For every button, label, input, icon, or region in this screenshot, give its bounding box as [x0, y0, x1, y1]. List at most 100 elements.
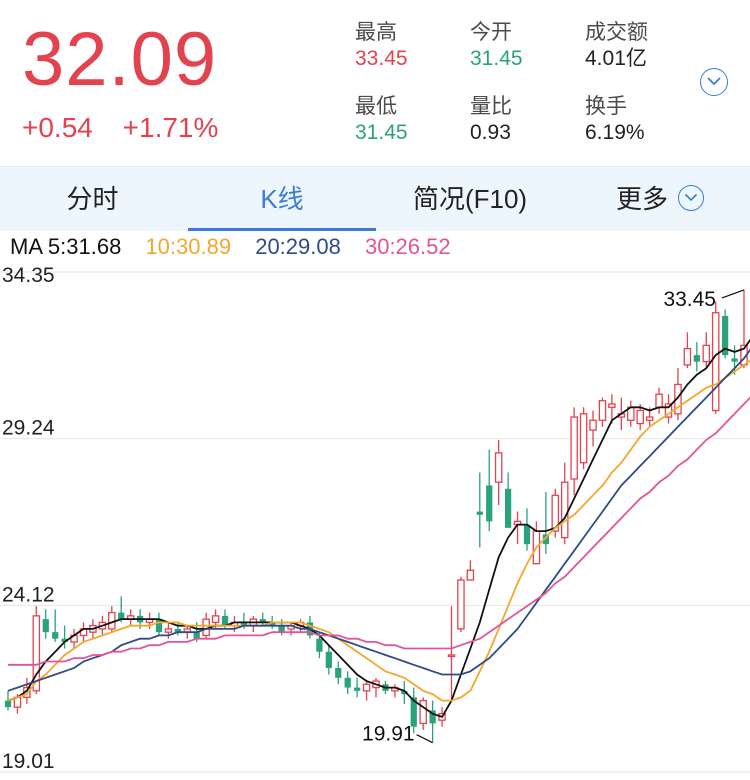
candle-body-down	[61, 638, 68, 642]
candle-body-down	[486, 485, 493, 522]
candle-body-up	[419, 699, 427, 725]
candle-body-up	[570, 416, 578, 480]
candle-body-up	[211, 615, 220, 624]
stat-high: 最高 33.45	[355, 20, 408, 72]
ma-line-ma20	[7, 348, 750, 692]
candle-body-up	[636, 409, 644, 425]
tab-intraday[interactable]: 分时	[40, 167, 145, 231]
ma5-label: MA 5:31.68	[10, 234, 122, 259]
ma30-label: 30:26.52	[364, 234, 451, 259]
candle-body-up	[589, 419, 597, 431]
y-tick-label: 29.24	[2, 417, 55, 440]
candle-body-down	[278, 625, 285, 633]
candle-body-down	[221, 615, 229, 626]
ma-line-ma10	[7, 359, 750, 702]
candle-body-down	[42, 619, 49, 633]
candle-body-up	[164, 628, 173, 633]
candle-body-up	[664, 403, 673, 418]
tab-label: 简况(F10)	[412, 184, 528, 214]
candle-body-down	[259, 619, 266, 623]
candle-body-down	[269, 622, 276, 626]
candle-body-up	[608, 403, 616, 408]
candle-body-down	[401, 690, 408, 695]
candle-body-down	[731, 358, 738, 362]
candle-body-down	[325, 651, 332, 669]
candle-body-down	[476, 511, 483, 515]
candle-body-down	[52, 632, 59, 639]
candle-body-up	[683, 347, 692, 366]
candle-body-up	[362, 683, 371, 692]
stat-value: 33.45	[355, 47, 408, 70]
candle-body-down	[354, 687, 361, 691]
y-tick-label: 19.01	[2, 750, 55, 773]
candle-body-down	[193, 632, 200, 639]
candle-body-up	[447, 654, 456, 658]
candle-body-down	[316, 638, 323, 652]
candle-body-up	[702, 344, 711, 363]
candle-body-down	[174, 628, 181, 633]
tab-bar: 分时 K线 简况(F10) 更多	[0, 166, 750, 231]
candle-body-up	[579, 413, 588, 464]
ma-legend: MA 5:31.68 10:30.89 20:29.08 30:26.52	[10, 232, 469, 262]
tab-kline[interactable]: K线	[188, 167, 376, 231]
stat-value: 0.93	[470, 121, 511, 144]
tab-more[interactable]: 更多	[590, 167, 730, 231]
stat-label: 最低	[355, 95, 397, 118]
stat-label: 今开	[470, 21, 512, 44]
candle-body-down	[118, 612, 125, 620]
stat-turnover-rate: 换手 6.19%	[585, 94, 645, 146]
tab-f10[interactable]: 简况(F10)	[400, 167, 540, 231]
candle-body-up	[598, 400, 607, 421]
candle-body-up	[655, 393, 663, 408]
low-annotation: 19.91	[362, 723, 415, 746]
stat-volume-ratio: 量比 0.93	[470, 94, 512, 146]
candle-body-down	[542, 534, 549, 545]
candle-body-up	[645, 416, 654, 421]
stat-value: 4.01亿	[585, 47, 647, 70]
candle-body-up	[32, 615, 41, 692]
candle-body-down	[410, 697, 417, 727]
candle-body-down	[504, 488, 512, 528]
current-price: 32.09	[22, 17, 218, 102]
change-amount: +0.54	[22, 112, 93, 143]
y-tick-label: 34.35	[2, 264, 55, 287]
chevron-down-circle-icon[interactable]	[700, 68, 728, 96]
stat-low: 最低 31.45	[355, 94, 408, 146]
stat-value: 31.45	[470, 47, 523, 70]
stat-turnover-amount: 成交额 4.01亿	[585, 20, 648, 72]
price-change: +0.54 +1.71%	[22, 112, 240, 144]
stat-label: 量比	[470, 95, 512, 118]
active-tab-indicator	[188, 228, 376, 231]
ma-line-ma30	[8, 396, 750, 666]
candle-body-up	[457, 579, 465, 630]
candle-body-up	[551, 494, 560, 532]
tab-label: K线	[260, 184, 304, 214]
stat-value: 31.45	[355, 121, 408, 144]
high-annotation: 33.45	[663, 288, 716, 311]
tab-label: 更多	[615, 184, 668, 214]
quote-header: 32.09 +0.54 +1.71% 最高 33.45 今开 31.45 成交额…	[0, 0, 750, 165]
kline-chart[interactable]: 34.35 29.24 24.12 19.01 33.45 19.91	[0, 262, 750, 780]
stat-label: 成交额	[585, 21, 648, 44]
candle-body-down	[523, 524, 531, 545]
candle-body-down	[693, 355, 700, 362]
stat-label: 最高	[355, 21, 397, 44]
candle-body-up	[494, 452, 503, 483]
candle-body-up	[711, 312, 720, 412]
candle-body-down	[335, 668, 342, 678]
candle-body-down	[429, 710, 436, 724]
chevron-down-circle-icon	[678, 185, 704, 212]
candle-body-down	[155, 619, 163, 633]
candle-body-up	[560, 481, 569, 539]
candle-body-down	[4, 700, 12, 708]
ma-line-ma5	[7, 338, 750, 718]
candle-body-down	[240, 622, 248, 626]
y-tick-label: 24.12	[2, 583, 55, 606]
candle-body-down	[722, 316, 729, 356]
candle-body-down	[344, 677, 351, 688]
ma10-label: 10:30.89	[145, 234, 232, 259]
ma20-label: 20:29.08	[255, 234, 341, 259]
change-percent: +1.71%	[122, 112, 219, 143]
candle-body-up	[466, 569, 475, 581]
tab-label: 分时	[66, 184, 119, 214]
